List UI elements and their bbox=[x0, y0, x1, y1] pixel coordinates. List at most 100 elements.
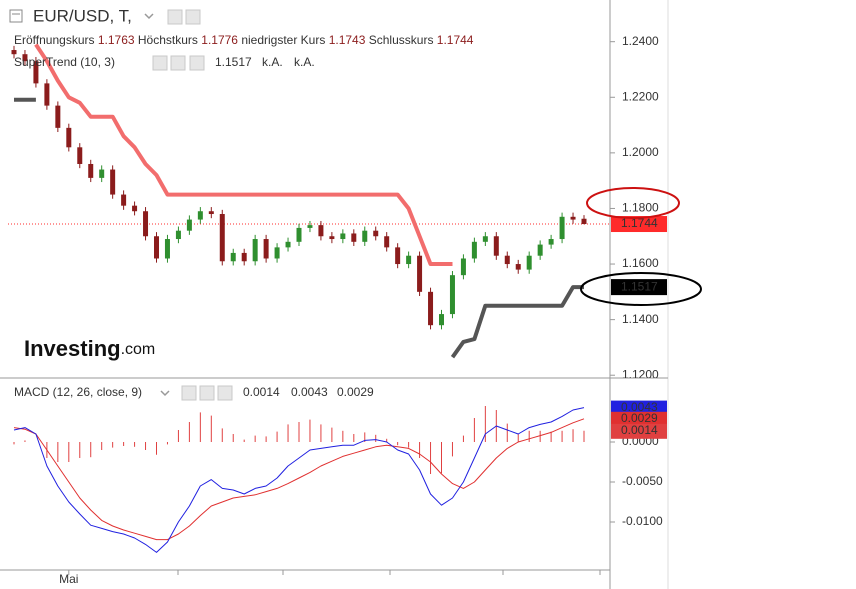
candle-body bbox=[318, 225, 324, 237]
candle-body bbox=[230, 252, 236, 262]
y-tick-label: -0.0050 bbox=[622, 474, 663, 488]
chart-background bbox=[0, 0, 668, 589]
candle-body bbox=[274, 247, 280, 259]
candle-body bbox=[548, 239, 554, 245]
macd-line bbox=[13, 407, 585, 553]
candle-body bbox=[526, 255, 532, 270]
candle-body bbox=[570, 216, 576, 220]
candle-body bbox=[428, 291, 434, 326]
supertrend-label: 1.1517 bbox=[621, 279, 658, 293]
candle-body bbox=[460, 258, 466, 276]
y-tick-label: 1.2400 bbox=[622, 34, 659, 48]
dropdown-icon[interactable] bbox=[160, 390, 170, 397]
dropdown-icon[interactable] bbox=[144, 13, 154, 20]
candle-body bbox=[252, 239, 258, 262]
y-tick-label: 1.1200 bbox=[622, 367, 659, 381]
candle-body bbox=[164, 239, 170, 259]
signal-box bbox=[611, 411, 667, 427]
supertrend-line bbox=[14, 97, 584, 359]
candle-body bbox=[263, 239, 269, 259]
candle-body bbox=[362, 230, 368, 242]
candle-body bbox=[373, 230, 379, 237]
candle-body bbox=[77, 147, 83, 164]
candle-body bbox=[504, 255, 510, 265]
candle-body bbox=[121, 194, 127, 206]
pane-icon[interactable] bbox=[9, 9, 23, 23]
candle-body bbox=[581, 218, 587, 225]
settings-icon[interactable] bbox=[199, 385, 215, 401]
candle-body bbox=[197, 211, 203, 220]
supertrend-name: SuperTrend (10, 3) bbox=[14, 55, 115, 69]
candle-body bbox=[219, 214, 225, 262]
candle-body bbox=[515, 264, 521, 270]
supertrend-box bbox=[611, 279, 667, 296]
candle-body bbox=[55, 105, 61, 128]
candle-body bbox=[351, 233, 357, 242]
highlight-ellipse bbox=[580, 272, 702, 306]
low-label: niedrigster Kurs bbox=[241, 33, 325, 47]
candle-body bbox=[44, 83, 50, 106]
candle-body bbox=[11, 50, 17, 55]
candle-body bbox=[110, 169, 116, 195]
histogram-box bbox=[611, 423, 667, 439]
candle-body bbox=[384, 236, 390, 248]
watermark-brand: Investing bbox=[24, 336, 121, 361]
remove-icon[interactable] bbox=[189, 55, 205, 71]
candle-body bbox=[66, 127, 72, 148]
candle-body bbox=[208, 211, 214, 215]
low-value: 1.1743 bbox=[329, 33, 366, 47]
candle-body bbox=[132, 205, 138, 212]
open-label: Eröffnungskurs bbox=[14, 33, 95, 47]
candle-body bbox=[22, 54, 28, 62]
y-tick-label: -0.0100 bbox=[622, 514, 663, 528]
candle-body bbox=[329, 236, 335, 240]
candle-body bbox=[296, 227, 302, 242]
candle-body bbox=[395, 247, 401, 265]
supertrend-value: 1.1517 bbox=[215, 55, 252, 69]
watermark: Investing.com bbox=[24, 336, 155, 361]
supertrend-na: k.A. bbox=[262, 55, 283, 69]
close-label: Schlusskurs bbox=[369, 33, 434, 47]
candle-body bbox=[559, 216, 565, 240]
candle-body bbox=[406, 255, 412, 265]
settings-icon[interactable] bbox=[185, 9, 201, 25]
y-tick-label: 1.2200 bbox=[622, 89, 659, 103]
y-tick-label: 1.2000 bbox=[622, 145, 659, 159]
high-label: Höchstkurs bbox=[138, 33, 198, 47]
candle-body bbox=[417, 255, 423, 292]
remove-icon[interactable] bbox=[217, 385, 233, 401]
last-price-label: 1.1744 bbox=[621, 216, 658, 230]
x-tick-label: Mai bbox=[59, 572, 78, 586]
y-tick-label: 1.1600 bbox=[622, 256, 659, 270]
signal-value: 0.0029 bbox=[337, 385, 374, 399]
candle-body bbox=[471, 241, 477, 259]
candle-body bbox=[537, 244, 543, 256]
price-pane: 1.1200 1.1400 1.1600 1.1800 1.2000 1.2200 1.24… bbox=[8, 34, 659, 381]
candle-body bbox=[482, 236, 488, 242]
close-value: 1.1744 bbox=[437, 33, 474, 47]
candle-body bbox=[175, 230, 181, 240]
candle-body bbox=[33, 61, 39, 84]
candle-body bbox=[285, 241, 291, 248]
settings-icon[interactable] bbox=[170, 55, 186, 71]
candle-body bbox=[439, 314, 444, 326]
histogram-axis-label: 0.0014 bbox=[621, 423, 658, 437]
open-value: 1.1763 bbox=[98, 33, 135, 47]
candle-body bbox=[241, 252, 247, 262]
macd-axis-label: 0.0043 bbox=[621, 400, 658, 414]
y-tick-label: 1.1400 bbox=[622, 312, 659, 326]
candle-body bbox=[340, 233, 346, 240]
visibility-icon[interactable] bbox=[167, 9, 183, 25]
supertrend-na: k.A. bbox=[294, 55, 315, 69]
watermark-domain: .com bbox=[121, 341, 156, 358]
candle-body bbox=[493, 236, 499, 256]
candle-body bbox=[143, 211, 149, 237]
visibility-icon[interactable] bbox=[181, 385, 197, 401]
signal-line bbox=[13, 418, 585, 541]
candle-body bbox=[99, 169, 105, 178]
candle-body bbox=[307, 225, 313, 228]
visibility-icon[interactable] bbox=[152, 55, 168, 71]
candle-body bbox=[186, 219, 192, 231]
